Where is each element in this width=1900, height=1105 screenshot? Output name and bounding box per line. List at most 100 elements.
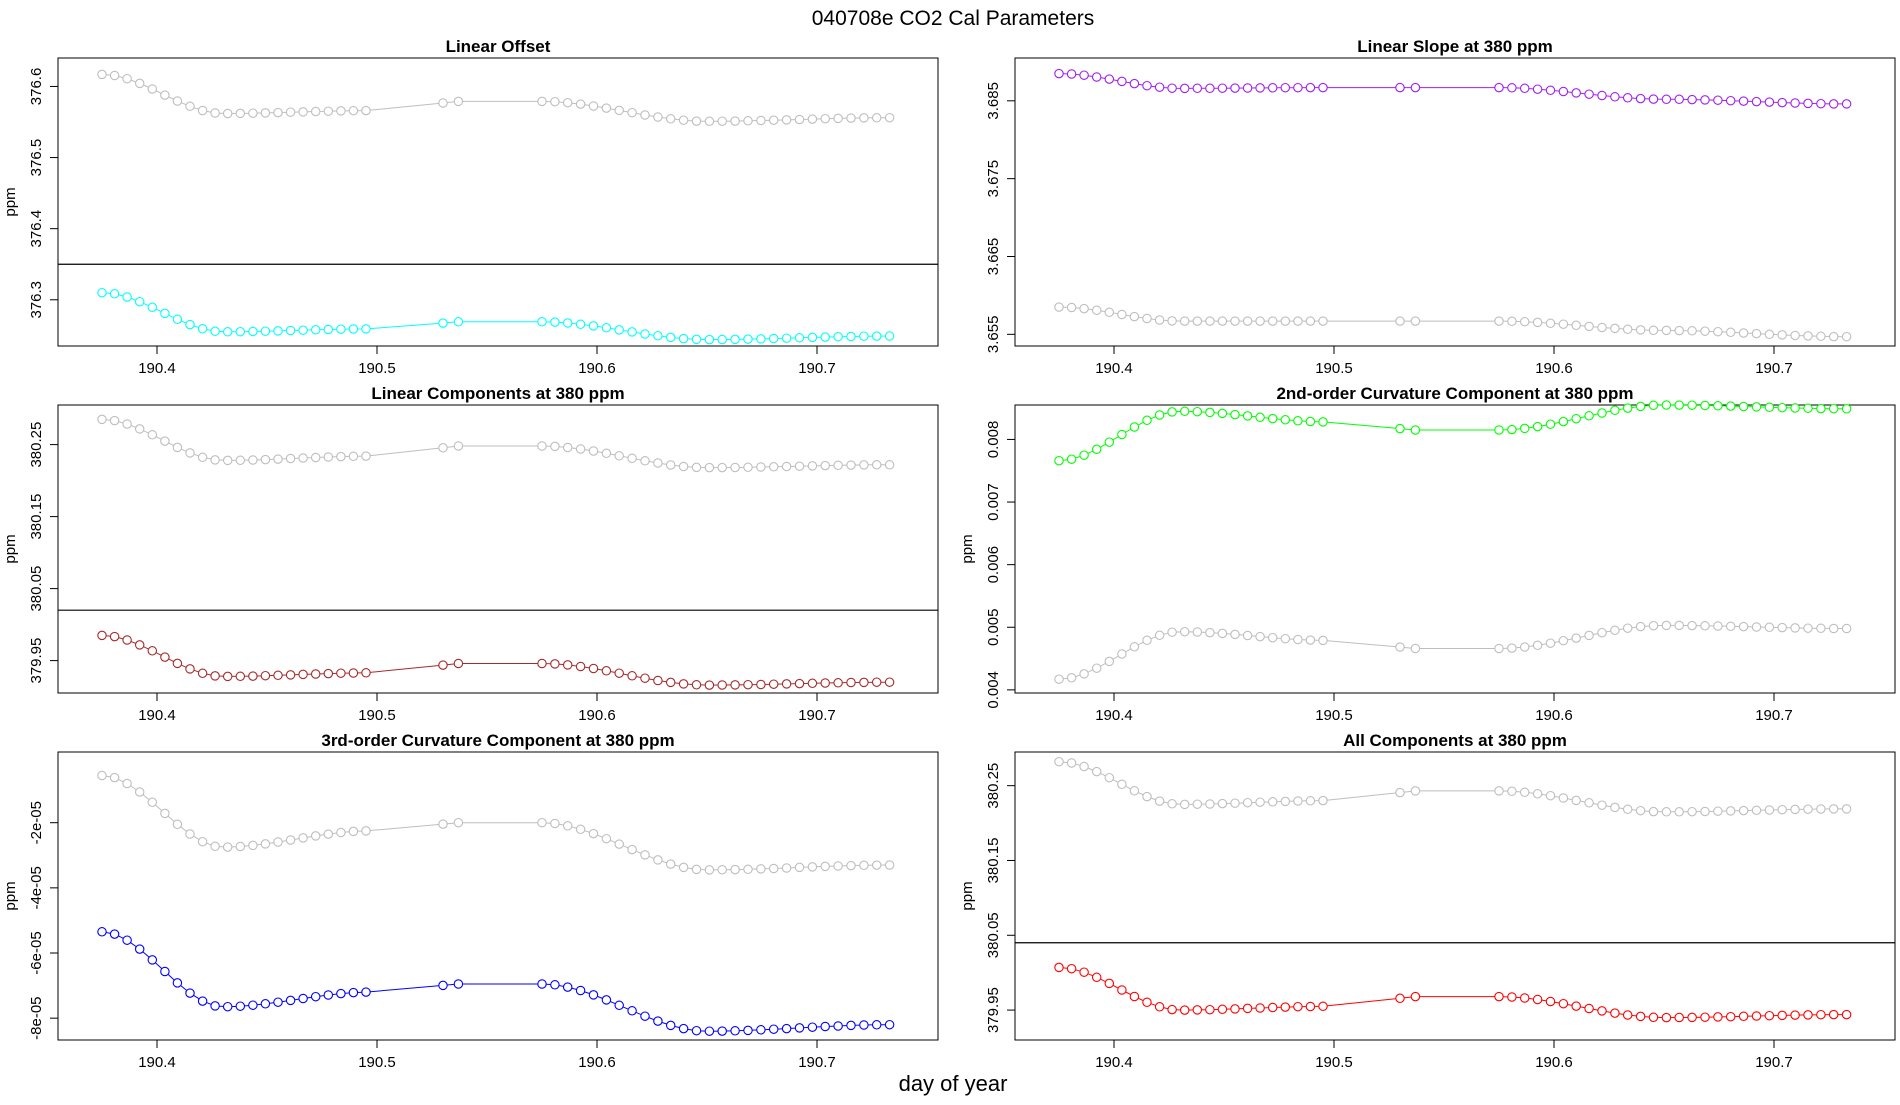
data-point (846, 460, 856, 470)
data-point (1764, 329, 1775, 340)
data-point (884, 1019, 895, 1030)
data-point (1558, 416, 1569, 427)
data-point (1494, 82, 1504, 93)
data-point (820, 332, 830, 342)
data-point (1242, 316, 1253, 326)
data-point (1293, 82, 1303, 93)
data-point (794, 461, 805, 471)
data-point (1635, 93, 1646, 104)
data-point (768, 1024, 779, 1034)
x-tick-label: 190.4 (1095, 707, 1133, 724)
data-point (1142, 997, 1152, 1008)
data-point (336, 668, 346, 678)
data-point (134, 78, 145, 89)
data-point (743, 864, 753, 875)
data-point (575, 444, 586, 454)
data-point (575, 319, 586, 330)
data-point (1395, 423, 1405, 434)
data-point (653, 855, 663, 865)
data-point (1242, 83, 1253, 93)
data-point (1293, 796, 1303, 806)
data-point (273, 670, 283, 681)
figure-title: 040708e CO2 Cal Parameters (812, 7, 1095, 30)
data-point (1751, 622, 1762, 632)
y-tick-label: 380.15 (28, 494, 45, 540)
data-point (1803, 1010, 1813, 1020)
data-point (653, 1016, 663, 1026)
data-point (1648, 1012, 1659, 1023)
data-point (807, 461, 818, 471)
data-point (1584, 321, 1594, 332)
data-point (1179, 83, 1190, 94)
data-point (1079, 450, 1089, 460)
data-point (1790, 1010, 1800, 1020)
data-point (1410, 316, 1421, 326)
data-point (575, 99, 586, 109)
data-point (1622, 623, 1633, 633)
data-point (1267, 632, 1278, 643)
figure-x-axis-label: day of year (899, 1071, 1008, 1096)
plot-frame (57, 404, 939, 694)
data-point (1803, 623, 1813, 633)
data-point (1192, 316, 1203, 326)
data-point (562, 318, 573, 328)
data-point (717, 680, 727, 690)
data-point (807, 114, 818, 124)
data-point (1104, 307, 1115, 318)
data-point (1293, 316, 1303, 326)
data-point (846, 677, 856, 688)
data-point (1242, 1003, 1253, 1014)
data-point (1129, 642, 1140, 652)
data-point (1129, 78, 1140, 89)
data-point (298, 833, 308, 843)
data-point (97, 69, 107, 80)
data-point (820, 460, 830, 471)
y-tick-label: -6e-05 (28, 931, 45, 974)
data-point (1179, 799, 1190, 810)
data-point (743, 334, 753, 344)
data-point (1054, 962, 1064, 973)
data-point (248, 1000, 258, 1010)
data-point (185, 319, 195, 330)
data-point (310, 106, 321, 117)
series-line (1058, 761, 1847, 813)
data-point (1622, 93, 1633, 103)
data-point (1725, 1011, 1736, 1022)
data-point (109, 415, 120, 426)
data-point (1828, 623, 1839, 634)
data-point (1816, 331, 1826, 342)
data-point (756, 1025, 766, 1035)
data-point (1054, 68, 1064, 79)
data-point (665, 677, 676, 688)
data-point (147, 646, 158, 656)
data-point (1117, 309, 1127, 320)
data-point (438, 98, 448, 108)
data-point (820, 113, 830, 124)
data-point (1066, 963, 1077, 974)
data-point (1091, 72, 1102, 82)
y-tick-label: 380.25 (985, 763, 1002, 809)
data-point (781, 1023, 792, 1034)
data-point (1648, 620, 1659, 631)
data-point (1154, 410, 1165, 420)
data-point (323, 668, 334, 679)
x-tick-label: 190.5 (358, 707, 396, 724)
data-point (884, 331, 895, 341)
data-point (1828, 1009, 1839, 1020)
data-point (323, 990, 334, 1000)
data-point (1255, 83, 1265, 93)
data-point (1230, 629, 1240, 640)
data-point (336, 827, 346, 838)
series-line (101, 418, 890, 469)
data-point (1192, 1005, 1203, 1015)
data-point (1841, 331, 1852, 342)
data-point (1494, 991, 1504, 1002)
data-point (1230, 409, 1240, 420)
data-point (627, 453, 637, 464)
data-point (884, 460, 895, 470)
data-point (1674, 94, 1684, 105)
data-point (1318, 82, 1328, 93)
data-point (1217, 316, 1228, 326)
data-point (1713, 806, 1723, 816)
data-point (1700, 621, 1710, 631)
